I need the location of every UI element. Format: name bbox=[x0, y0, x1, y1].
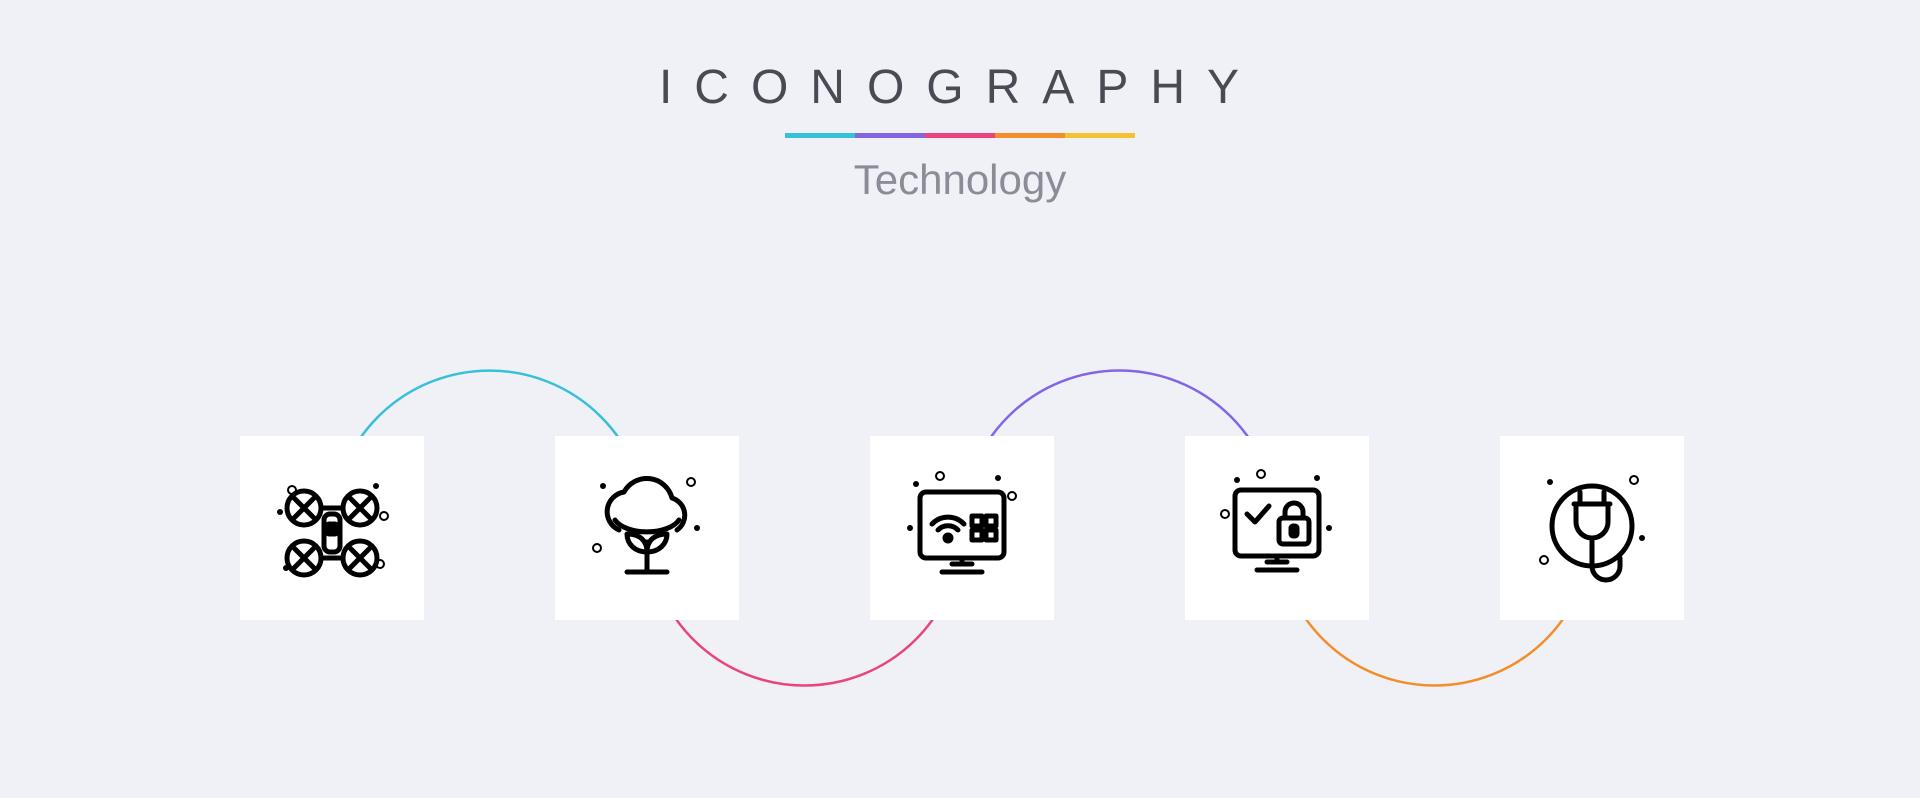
icon-card bbox=[555, 436, 739, 620]
plug-icon bbox=[1532, 468, 1652, 588]
icon-card bbox=[1185, 436, 1369, 620]
icon-card bbox=[870, 436, 1054, 620]
icon-card bbox=[1500, 436, 1684, 620]
canvas: ICONOGRAPHY Technology bbox=[0, 0, 1920, 798]
smart-tv-icon bbox=[902, 468, 1022, 588]
drone-icon bbox=[272, 468, 392, 588]
connector-curve bbox=[0, 0, 1920, 798]
cloud-plant-icon bbox=[587, 468, 707, 588]
icon-card bbox=[240, 436, 424, 620]
secure-pc-icon bbox=[1217, 468, 1337, 588]
